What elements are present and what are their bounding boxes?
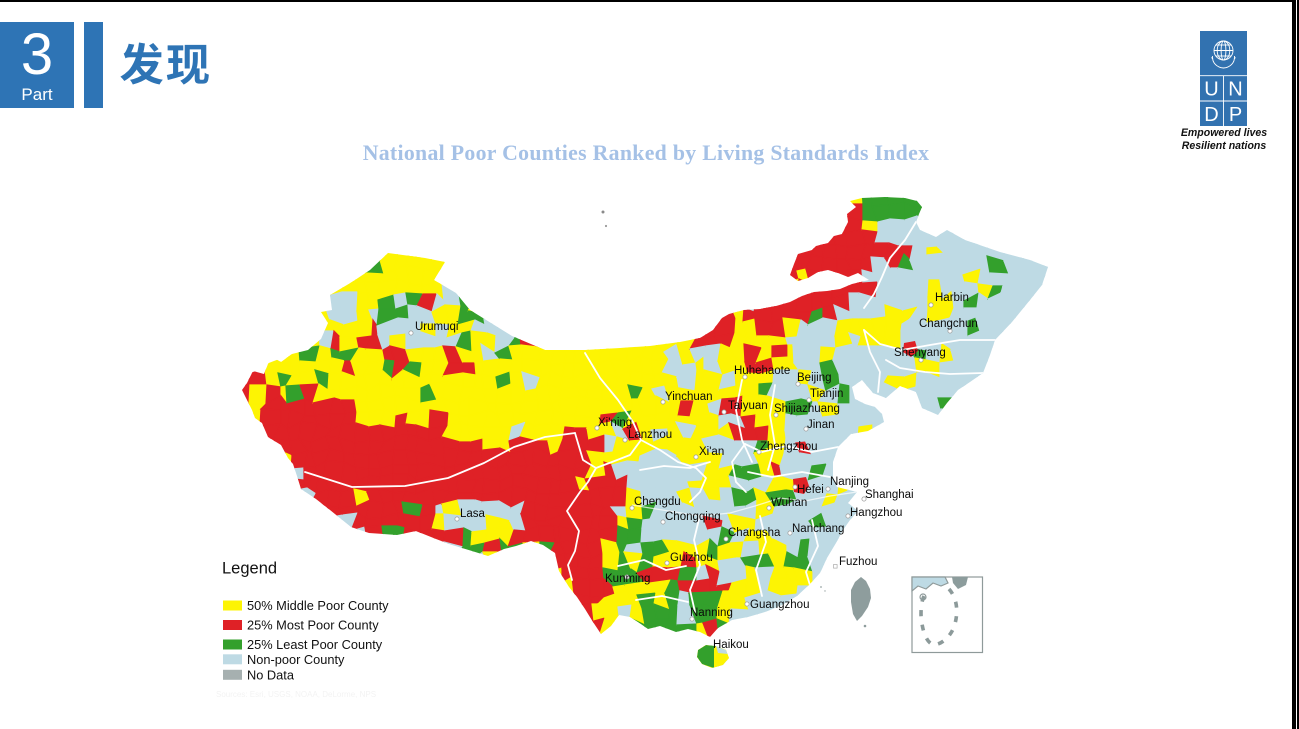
- svg-text:Shenyang: Shenyang: [894, 347, 946, 359]
- svg-text:Wuhan: Wuhan: [771, 497, 807, 509]
- svg-text:Changchun: Changchun: [919, 318, 978, 330]
- svg-text:Hangzhou: Hangzhou: [850, 507, 902, 519]
- svg-text:Beijing: Beijing: [797, 372, 832, 384]
- svg-text:No Data: No Data: [247, 667, 295, 682]
- svg-text:Shijiazhuang: Shijiazhuang: [774, 403, 840, 415]
- svg-text:Shanghai: Shanghai: [865, 489, 914, 501]
- svg-text:Xi'an: Xi'an: [699, 446, 724, 458]
- svg-text:Nanning: Nanning: [690, 607, 733, 619]
- svg-text:Guizhou: Guizhou: [670, 552, 713, 564]
- svg-text:Nanchang: Nanchang: [792, 523, 844, 535]
- svg-text:U: U: [1204, 79, 1218, 101]
- svg-text:Lanzhou: Lanzhou: [628, 429, 672, 441]
- svg-text:25% Most Poor County: 25% Most Poor County: [247, 618, 379, 633]
- svg-text:Chongqing: Chongqing: [665, 511, 721, 523]
- svg-text:Legend: Legend: [222, 560, 277, 578]
- svg-text:Harbin: Harbin: [935, 292, 969, 304]
- svg-text:Huhehaote: Huhehaote: [734, 365, 790, 377]
- svg-text:Yinchuan: Yinchuan: [665, 391, 713, 403]
- svg-text:Sources: Esri, USGS, NOAA, DeL: Sources: Esri, USGS, NOAA, DeLorme, NPS: [216, 690, 376, 699]
- svg-text:Kunming: Kunming: [605, 573, 650, 585]
- svg-text:Hefei: Hefei: [797, 484, 824, 496]
- svg-text:D: D: [1204, 104, 1218, 126]
- svg-text:Urumuqi: Urumuqi: [415, 321, 458, 333]
- svg-text:Xi'ning: Xi'ning: [598, 417, 632, 429]
- svg-text:Jinan: Jinan: [807, 419, 835, 431]
- svg-text:Zhengzhou: Zhengzhou: [760, 441, 818, 453]
- svg-text:P: P: [1229, 104, 1242, 126]
- svg-text:Non-poor County: Non-poor County: [247, 652, 345, 667]
- svg-text:25% Least Poor County: 25% Least Poor County: [247, 637, 383, 652]
- svg-text:Chengdu: Chengdu: [634, 496, 681, 508]
- svg-text:Taiyuan: Taiyuan: [728, 400, 768, 412]
- svg-text:Lasa: Lasa: [460, 508, 486, 520]
- svg-text:Tianjin: Tianjin: [810, 388, 843, 400]
- svg-text:50% Middle Poor County: 50% Middle Poor County: [247, 598, 389, 613]
- svg-text:Guangzhou: Guangzhou: [750, 599, 809, 611]
- svg-text:N: N: [1228, 79, 1242, 101]
- svg-text:Haikou: Haikou: [713, 639, 749, 651]
- svg-text:Changsha: Changsha: [728, 527, 781, 539]
- svg-text:Fuzhou: Fuzhou: [839, 556, 877, 568]
- svg-text:Nanjing: Nanjing: [830, 476, 869, 488]
